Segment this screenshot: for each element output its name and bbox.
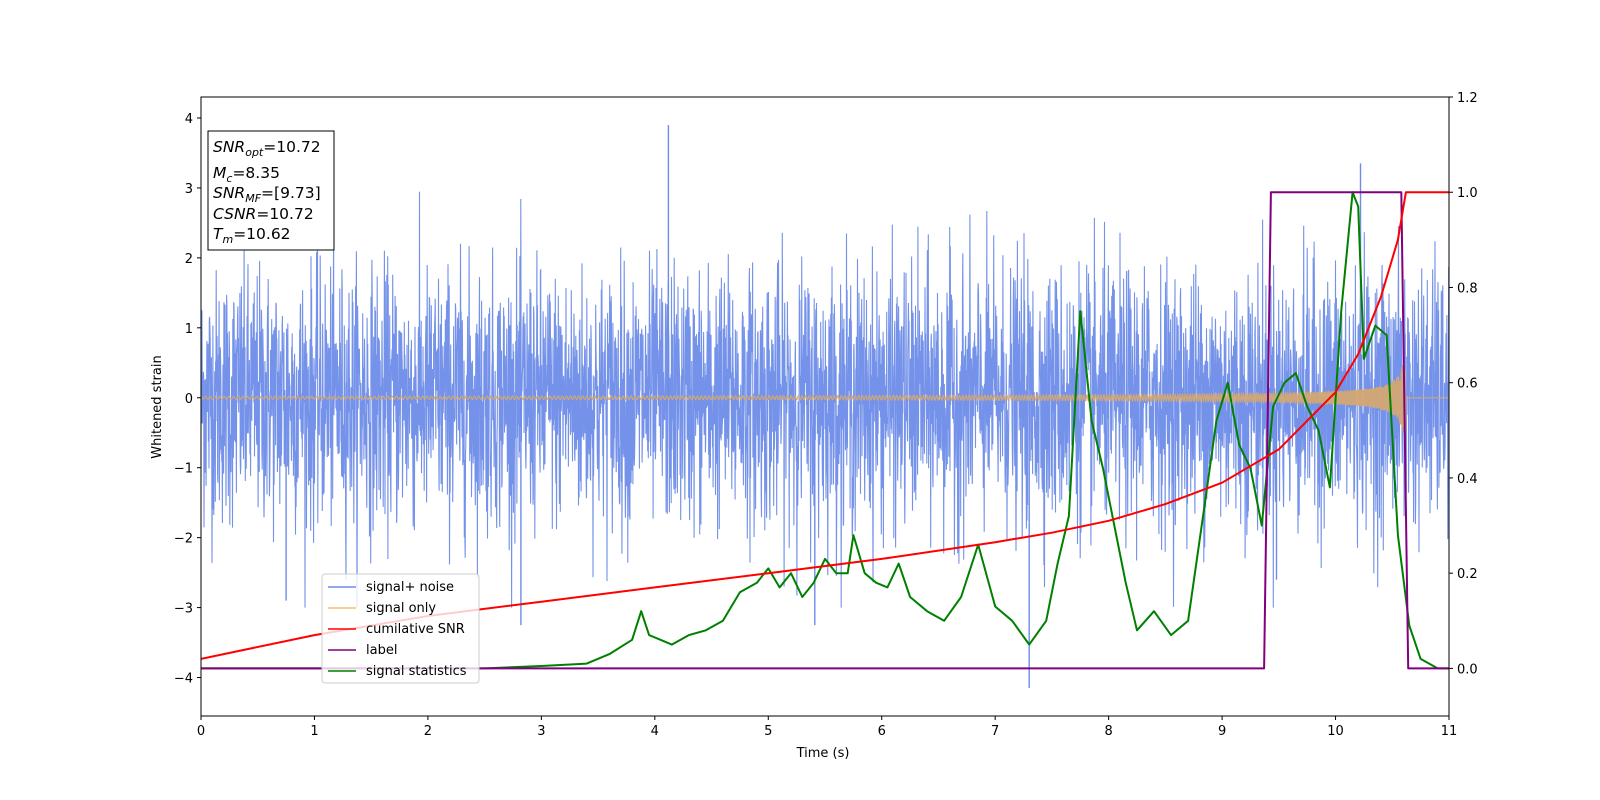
y-tick-label: −2 bbox=[174, 532, 193, 547]
x-tick-label: 2 bbox=[424, 724, 432, 739]
annotation-snr-mf: SNRMF=[9.73] bbox=[213, 184, 321, 205]
x-tick-label: 3 bbox=[537, 724, 545, 739]
y2-tick-label: 0.8 bbox=[1457, 281, 1478, 296]
series-cumulative-snr bbox=[201, 191, 1449, 660]
annotation-box: SNRopt=10.72 Mc=8.35 SNRMF=[9.73] CSNR=1… bbox=[207, 130, 335, 251]
series-label bbox=[201, 191, 1449, 670]
legend-label-cumulative-snr: cumilative SNR bbox=[366, 622, 465, 637]
y2-tick-label: 1.0 bbox=[1457, 186, 1478, 201]
legend-label-signal-noise: signal+ noise bbox=[366, 580, 454, 595]
y2-tick-label: 0.6 bbox=[1457, 377, 1478, 392]
legend-label-signal-statistics: signal statistics bbox=[366, 664, 467, 679]
legend-frame bbox=[321, 573, 480, 684]
y2-tick-label: 0.0 bbox=[1457, 662, 1478, 677]
x-tick-label: 9 bbox=[1218, 724, 1226, 739]
x-tick-label: 0 bbox=[197, 724, 205, 739]
y-tick-label: −4 bbox=[174, 672, 193, 687]
legend: signal+ noise signal only cumilative SNR… bbox=[321, 573, 480, 684]
legend-label-label: label bbox=[366, 643, 397, 658]
x-tick-label: 10 bbox=[1327, 724, 1344, 739]
x-tick-label: 8 bbox=[1104, 724, 1112, 739]
x-axis-label: Time (s) bbox=[796, 746, 850, 761]
y-tick-label: −1 bbox=[174, 462, 193, 477]
x-tick-label: 11 bbox=[1441, 724, 1458, 739]
x-tick-label: 4 bbox=[651, 724, 659, 739]
y-tick-label: −3 bbox=[174, 602, 193, 617]
y-tick-label: 4 bbox=[185, 112, 193, 127]
y-axis-label: Whitened strain bbox=[150, 355, 165, 458]
axes-frame bbox=[200, 96, 1450, 717]
x-tick-label: 1 bbox=[310, 724, 318, 739]
series-signal-only bbox=[201, 362, 1449, 434]
y2-tick-label: 1.2 bbox=[1457, 91, 1478, 106]
x-tick-label: 6 bbox=[878, 724, 886, 739]
legend-label-signal-only: signal only bbox=[366, 601, 436, 616]
y-tick-label: 0 bbox=[185, 392, 193, 407]
annotation-tm: Tm=10.62 bbox=[213, 225, 291, 246]
plot-area bbox=[201, 125, 1449, 688]
series-signal-noise bbox=[201, 191, 1449, 608]
series-signal-statistics bbox=[201, 191, 1449, 670]
annotation-csnr: CSNR=10.72 bbox=[213, 205, 314, 223]
y-tick-label: 2 bbox=[185, 252, 193, 267]
y2-tick-label: 0.4 bbox=[1457, 472, 1478, 487]
y2-tick-label: 0.2 bbox=[1457, 567, 1478, 582]
annotation-snr-opt: SNRopt=10.72 bbox=[213, 138, 321, 159]
y-tick-label: 1 bbox=[185, 322, 193, 337]
annotation-frame bbox=[207, 130, 335, 251]
x-tick-label: 5 bbox=[764, 724, 772, 739]
axis-ticks: 0 1 2 3 4 5 6 7 8 9 10 1143210−1−2−3−41.21.00.80.60… bbox=[174, 91, 1478, 739]
x-tick-label: 7 bbox=[991, 724, 999, 739]
y-tick-label: 3 bbox=[185, 182, 193, 197]
annotation-mc: Mc=8.35 bbox=[213, 164, 280, 185]
